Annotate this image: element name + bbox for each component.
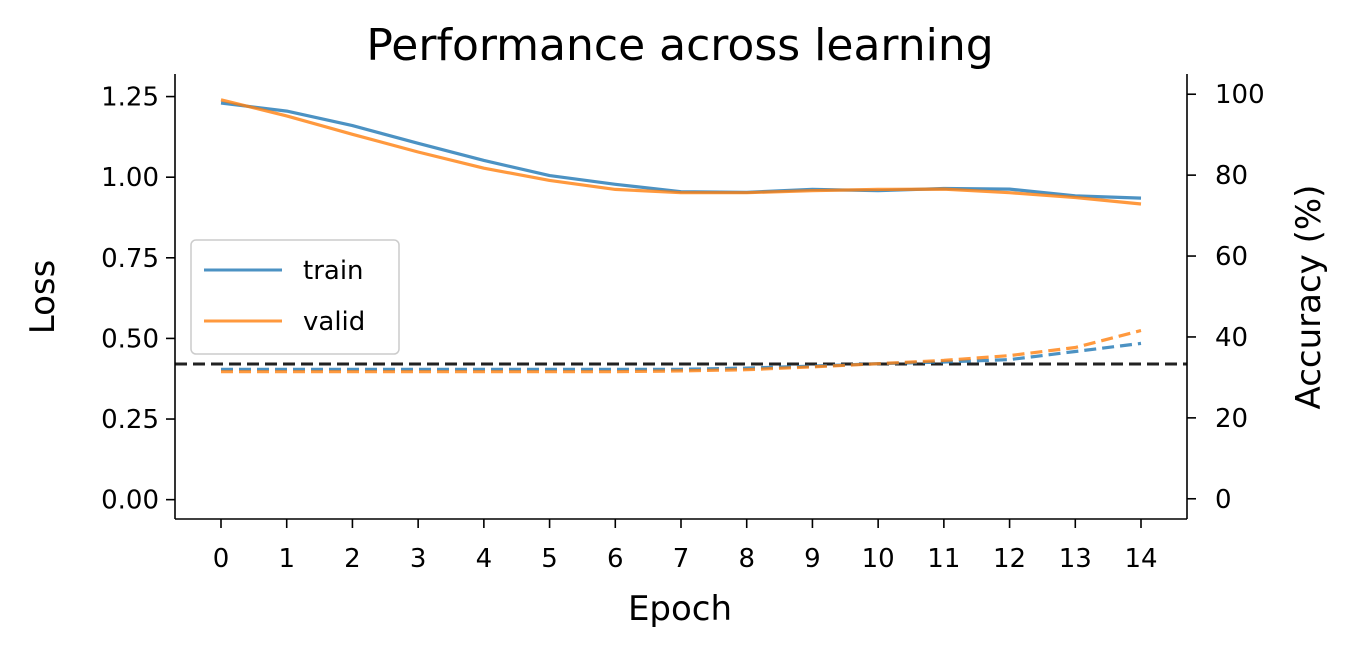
x-tick-label: 12	[993, 544, 1026, 574]
x-tick-label: 3	[410, 544, 427, 574]
y-tick-label: 0.00	[101, 486, 159, 516]
y-axis-label: Loss	[23, 260, 63, 335]
x-tick-label: 5	[541, 544, 558, 574]
y-tick-label: 0.75	[101, 244, 159, 274]
x-tick-label: 6	[607, 544, 624, 574]
y2-tick-label: 60	[1215, 242, 1248, 272]
y-tick-label: 0.25	[101, 405, 159, 435]
legend: train valid	[190, 239, 400, 355]
x-axis-label: Epoch	[628, 589, 732, 629]
x-tick-label: 9	[804, 544, 821, 574]
x-tick-label: 0	[213, 544, 230, 574]
y2-tick-label: 80	[1215, 161, 1248, 191]
x-tick-label: 7	[673, 544, 690, 574]
legend-label-valid: valid	[303, 307, 365, 337]
x-tick-label: 10	[862, 544, 895, 574]
series-valid-accuracy-line	[221, 328, 1142, 374]
series-valid-loss-line	[220, 98, 1142, 206]
x-tick-label: 13	[1059, 544, 1092, 574]
y-tick-label: 0.50	[101, 324, 159, 354]
x-tick-label: 4	[476, 544, 493, 574]
x-tick-label: 14	[1124, 544, 1157, 574]
x-tick-label: 8	[738, 544, 755, 574]
chart-title: Performance across learning	[366, 20, 993, 71]
x-tick-label: 2	[344, 544, 361, 574]
series-train-loss-line	[220, 101, 1142, 200]
x-tick-label: 1	[278, 544, 295, 574]
y-tick-label: 1.00	[101, 163, 159, 193]
y2-tick-label: 100	[1215, 80, 1265, 110]
series-layer	[175, 98, 1187, 374]
y2-axis-label: Accuracy (%)	[1289, 185, 1329, 410]
x-tick-label: 11	[927, 544, 960, 574]
y2-tick-label: 40	[1215, 323, 1248, 353]
y-tick-label: 1.25	[101, 83, 159, 113]
y2-tick-label: 20	[1215, 404, 1248, 434]
y2-tick-label: 0	[1215, 485, 1232, 515]
legend-box	[190, 239, 400, 355]
legend-label-train: train	[303, 256, 364, 286]
